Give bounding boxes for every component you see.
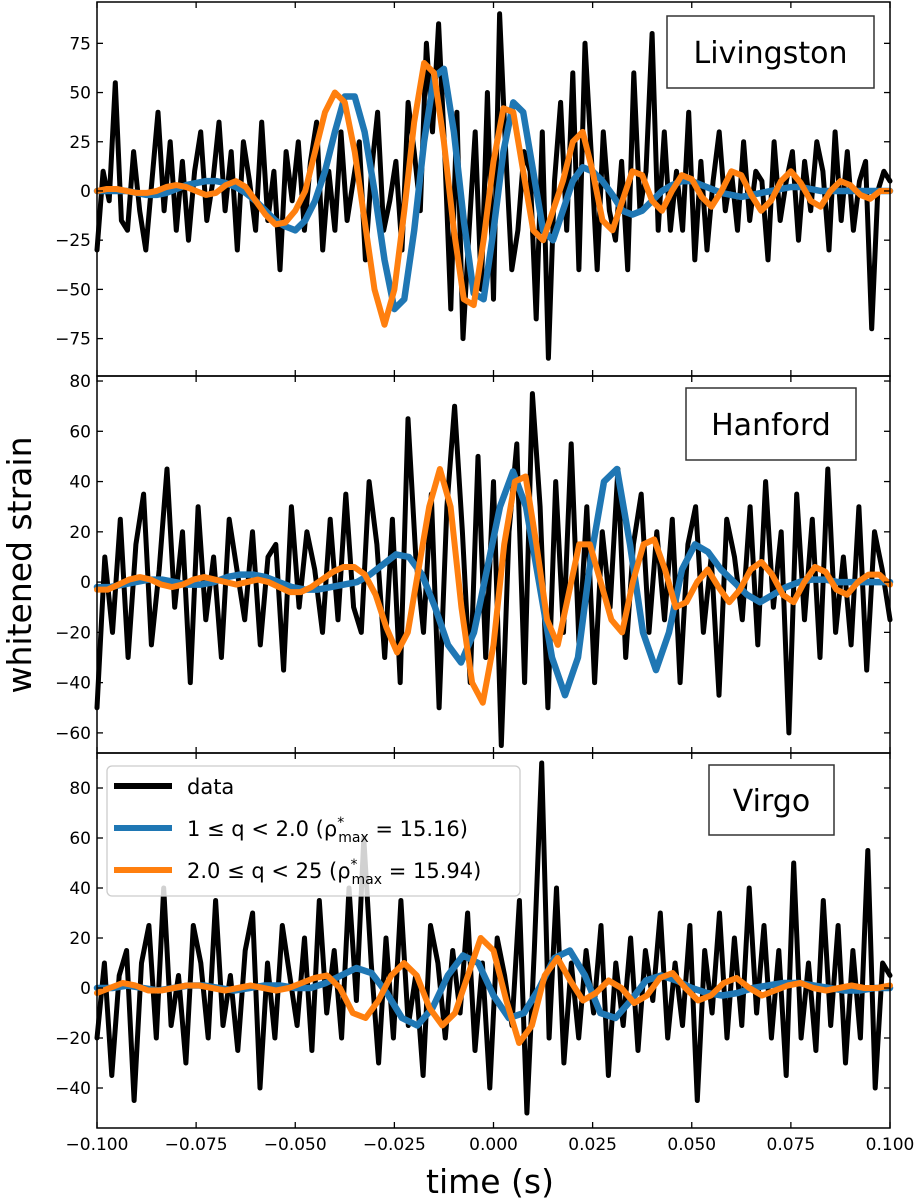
x-tick-label: −0.050	[264, 1135, 327, 1155]
x-tick-label: −0.025	[363, 1135, 426, 1155]
x-tick-label: 0.000	[469, 1135, 518, 1155]
virgo-data-line	[94, 760, 893, 1116]
x-tick-label: −0.075	[165, 1135, 228, 1155]
hanford-y-tick-label: −60	[55, 724, 91, 744]
hanford-data-line	[94, 391, 893, 748]
virgo-y-tick-label: 0	[80, 979, 91, 999]
virgo-label: Virgo	[733, 784, 810, 819]
livingston-y-tick-label: 75	[69, 34, 91, 54]
livingston-label: Livingston	[694, 36, 848, 71]
x-axis-title: time (s)	[426, 1162, 554, 1200]
livingston-y-tick-label: −75	[55, 330, 91, 350]
x-tick-label: 0.100	[866, 1135, 915, 1155]
legend-frame	[106, 765, 521, 897]
livingston-y-tick-label: −50	[55, 280, 91, 300]
virgo-label-box	[708, 764, 835, 836]
livingston-high-q-line	[94, 60, 893, 328]
hanford-label-box	[685, 387, 857, 461]
x-tick-label: 0.025	[568, 1135, 617, 1155]
x-tick-label: 0.050	[667, 1135, 716, 1155]
livingston-y-tick-label: 25	[69, 133, 91, 153]
hanford-label: Hanford	[711, 408, 831, 443]
virgo-y-tick-label: 60	[69, 829, 91, 849]
hanford-y-tick-label: −20	[55, 623, 91, 643]
hanford-y-tick-label: 80	[69, 372, 91, 392]
y-axis-title: whitened strain	[0, 437, 39, 694]
hanford-y-tick-label: 0	[80, 573, 91, 593]
hanford-y-tick-label: 20	[69, 523, 91, 543]
hanford-y-tick-label: 60	[69, 422, 91, 442]
x-tick-label: −0.100	[66, 1135, 129, 1155]
legend-label-high_q: 2.0 ≤ q < 25 (ρ* max = 15.94)	[187, 857, 481, 888]
virgo-y-tick-label: −20	[55, 1029, 91, 1049]
virgo-y-tick-label: 40	[69, 879, 91, 899]
virgo-y-tick-label: 20	[69, 929, 91, 949]
hanford-low-q-line	[93, 465, 894, 699]
virgo-high-q-line	[94, 935, 893, 1046]
livingston-label-box	[666, 15, 875, 89]
x-tick-label: 0.075	[767, 1135, 816, 1155]
legend-label-data: data	[187, 775, 234, 799]
livingston-y-tick-label: −25	[55, 231, 91, 251]
hanford-y-tick-label: 40	[69, 473, 91, 493]
livingston-y-tick-label: 50	[69, 84, 91, 104]
hanford-high-q-line	[94, 466, 893, 706]
livingston-y-tick-label: 0	[80, 182, 91, 202]
hanford-y-tick-label: −40	[55, 674, 91, 694]
virgo-y-tick-label: 80	[69, 779, 91, 799]
virgo-y-tick-label: −40	[55, 1079, 91, 1099]
legend-label-low_q: 1 ≤ q < 2.0 (ρ* max = 15.16)	[187, 815, 468, 846]
livingston-data-line	[94, 11, 893, 361]
